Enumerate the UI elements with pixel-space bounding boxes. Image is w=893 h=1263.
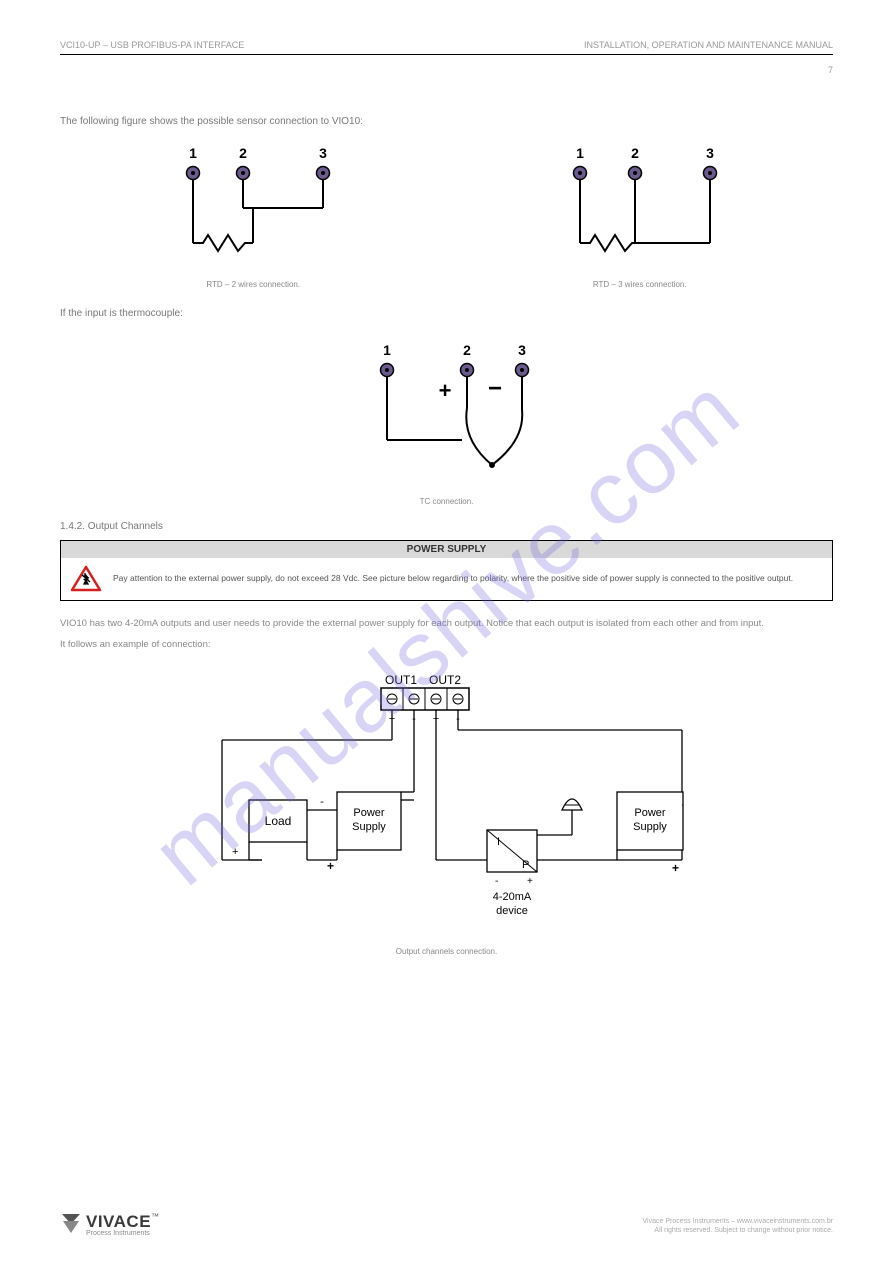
- terminal-dot-icon: [708, 171, 712, 175]
- terminal-dot-icon: [321, 171, 325, 175]
- footer: Vivace Process Instruments – www.vivacei…: [643, 1218, 834, 1235]
- terminal-dot-icon: [633, 171, 637, 175]
- device-label-1: 4-20mA: [492, 891, 531, 903]
- logo-text-wrap: VIVACE™ Process Instruments: [86, 1212, 159, 1237]
- ps2-label-1: Power: [634, 807, 666, 819]
- tc-svg: 1 2 3 + −: [327, 340, 567, 490]
- rtd3-diagram: 1 2 3 RTD – 3 wires connection.: [540, 143, 740, 289]
- warning-text: Pay attention to the external power supp…: [113, 573, 793, 584]
- plus-label: +: [232, 846, 238, 858]
- page-number: 7: [60, 65, 833, 75]
- ps1-label-1: Power: [353, 807, 385, 819]
- rtd2-t3-label: 3: [319, 145, 327, 161]
- logo-sub: Process Instruments: [86, 1230, 159, 1237]
- tc-diagram: 1 2 3 + − TC connection.: [60, 340, 833, 506]
- rtd3-t3-label: 3: [706, 145, 714, 161]
- rtd3-t2-label: 2: [631, 145, 639, 161]
- warning-body: Pay attention to the external power supp…: [61, 558, 832, 600]
- logo-brand: VIVACE: [86, 1212, 151, 1231]
- para2: It follows an example of connection:: [60, 638, 833, 651]
- para1: VIO10 has two 4-20mA outputs and user ne…: [60, 617, 833, 630]
- footer-line2: All rights reserved. Subject to change w…: [643, 1227, 834, 1235]
- output-svg: OUT1 OUT2 + - + - + Load: [177, 670, 717, 940]
- resistor-icon: [193, 235, 253, 251]
- ip-i-label: I: [497, 836, 500, 848]
- header-right: INSTALLATION, OPERATION AND MAINTENANCE …: [584, 40, 833, 50]
- rtd2-t1-label: 1: [189, 145, 197, 161]
- rtd3-svg: 1 2 3: [540, 143, 740, 273]
- load-label: Load: [264, 814, 291, 828]
- ip-p-label: P: [522, 859, 529, 871]
- ps1-label-2: Supply: [352, 821, 386, 833]
- tc-section-text: If the input is thermocouple:: [60, 307, 833, 320]
- rtd-diagrams-row: 1 2 3 RTD – 2 wires: [60, 143, 833, 289]
- tc-t3-label: 3: [518, 342, 526, 358]
- logo: VIVACE™ Process Instruments: [60, 1211, 159, 1237]
- plus-label: +: [672, 861, 679, 875]
- plus-label: +: [327, 859, 334, 873]
- tc-t1-label: 1: [383, 342, 391, 358]
- rtd2-diagram: 1 2 3 RTD – 2 wires: [153, 143, 353, 289]
- tc-t2-label: 2: [463, 342, 471, 358]
- hazard-icon: [69, 564, 103, 594]
- logo-tm: ™: [151, 1212, 159, 1221]
- footer-line1: Vivace Process Instruments – www.vivacei…: [643, 1218, 834, 1226]
- terminal-dot-icon: [520, 368, 524, 372]
- header-row: VCI10-UP – USB PROFIBUS-PA INTERFACE INS…: [60, 40, 833, 55]
- tc-minus: −: [487, 375, 501, 402]
- ps2-label-2: Supply: [633, 821, 667, 833]
- rtd2-t2-label: 2: [239, 145, 247, 161]
- logo-icon: [60, 1211, 82, 1237]
- resistor-icon: [580, 235, 640, 251]
- warning-box: POWER SUPPLY Pay attention to the extern…: [60, 540, 833, 601]
- ip-plus: +: [527, 876, 533, 887]
- terminal-dot-icon: [578, 171, 582, 175]
- terminal-dot-icon: [465, 368, 469, 372]
- rtd2-svg: 1 2 3: [153, 143, 353, 273]
- terminal-dot-icon: [241, 171, 245, 175]
- header-left: VCI10-UP – USB PROFIBUS-PA INTERFACE: [60, 40, 244, 50]
- rtd3-t1-label: 1: [576, 145, 584, 161]
- output-diagram: OUT1 OUT2 + - + - + Load: [60, 670, 833, 956]
- tc-caption: TC connection.: [60, 497, 833, 506]
- minus-label: -: [320, 796, 324, 808]
- intro-text: The following figure shows the possible …: [60, 115, 833, 128]
- out2-label: OUT2: [429, 673, 461, 687]
- device-label-2: device: [496, 905, 528, 917]
- out1-label: OUT1: [384, 673, 416, 687]
- terminal-dot-icon: [385, 368, 389, 372]
- ip-minus: -: [495, 876, 498, 887]
- tc-plus: +: [438, 378, 451, 403]
- rtd2-caption: RTD – 2 wires connection.: [153, 280, 353, 289]
- warning-title: POWER SUPPLY: [61, 541, 832, 558]
- page-container: manualshive.com VCI10-UP – USB PROFIBUS-…: [0, 0, 893, 1263]
- output-section-heading: 1.4.2. Output Channels: [60, 521, 833, 532]
- tc-tip-icon: [489, 462, 495, 468]
- tc-junction-icon: [466, 408, 522, 465]
- output-caption: Output channels connection.: [60, 947, 833, 956]
- rtd3-caption: RTD – 3 wires connection.: [540, 280, 740, 289]
- terminal-dot-icon: [191, 171, 195, 175]
